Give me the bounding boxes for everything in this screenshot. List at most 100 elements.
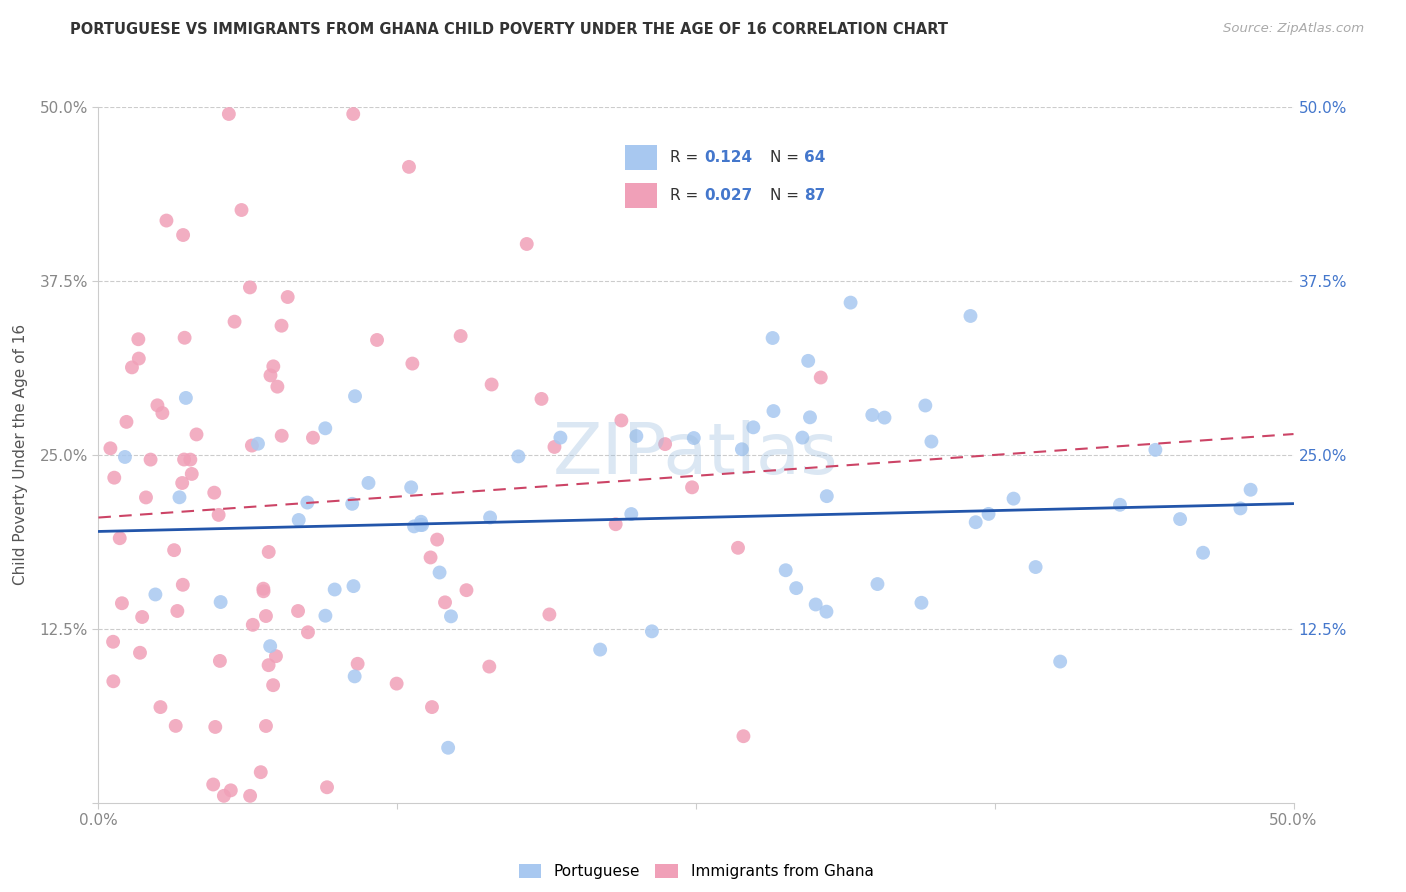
Point (297, 625, 319, 640)
Y-axis label: Child Poverty Under the Age of 16: Child Poverty Under the Age of 16 (14, 325, 28, 585)
Point (246, 436, 269, 450)
Point (103, 471, 125, 485)
Point (257, 545, 280, 559)
Point (270, 429, 292, 443)
Point (239, 789, 262, 803)
Point (775, 563, 797, 577)
Point (797, 354, 820, 368)
Point (914, 399, 936, 413)
Point (174, 391, 197, 405)
Point (342, 579, 364, 593)
Point (239, 280, 262, 294)
Point (219, 783, 242, 797)
Point (254, 609, 277, 624)
Legend: Portuguese, Immigrants from Ghana: Portuguese, Immigrants from Ghana (512, 858, 880, 886)
Point (409, 517, 432, 532)
Point (297, 495, 319, 509)
Point (910, 596, 932, 610)
Point (242, 617, 264, 632)
Point (538, 607, 561, 622)
Point (340, 497, 363, 511)
Point (411, 518, 433, 533)
Point (873, 410, 896, 425)
Point (150, 406, 173, 420)
Point (420, 700, 443, 714)
Point (323, 582, 346, 597)
Point (543, 440, 565, 454)
Point (146, 398, 169, 412)
Point (762, 404, 785, 418)
Point (218, 107, 240, 121)
Point (165, 719, 187, 733)
Point (287, 513, 309, 527)
Point (252, 582, 274, 596)
Point (727, 541, 749, 555)
Point (209, 595, 232, 609)
Text: 64: 64 (804, 150, 825, 165)
Point (173, 452, 195, 467)
Point (426, 533, 449, 547)
Point (262, 359, 284, 374)
Point (810, 370, 832, 384)
Point (254, 719, 277, 733)
Point (108, 531, 131, 545)
Text: 87: 87 (804, 188, 825, 203)
Point (731, 442, 754, 457)
Point (100, 442, 122, 456)
Point (240, 439, 263, 453)
Point (610, 413, 633, 427)
Point (249, 765, 271, 780)
Point (314, 421, 336, 435)
Point (434, 595, 457, 609)
Point (302, 431, 325, 445)
Point (920, 434, 942, 449)
Point (456, 583, 478, 598)
Point (259, 368, 281, 383)
Point (262, 678, 284, 692)
Point (1109, 498, 1132, 512)
Point (589, 642, 612, 657)
Point (1229, 501, 1251, 516)
Point (257, 658, 280, 673)
Point (266, 379, 288, 393)
Point (155, 213, 177, 227)
Point (346, 657, 368, 671)
Point (399, 480, 422, 494)
Point (1049, 655, 1071, 669)
Point (409, 515, 432, 529)
Point (103, 674, 125, 689)
Point (508, 450, 530, 464)
Point (166, 604, 188, 618)
Point (172, 227, 194, 242)
Point (287, 604, 309, 618)
Point (429, 566, 451, 580)
Point (179, 452, 201, 467)
Text: R =: R = (671, 150, 703, 165)
Text: N =: N = (770, 188, 804, 203)
Text: N =: N = (770, 150, 804, 165)
Point (401, 357, 423, 371)
Point (212, 789, 235, 803)
Point (163, 543, 186, 558)
Point (115, 415, 138, 429)
Point (135, 491, 157, 505)
Point (437, 740, 460, 755)
Point (231, 202, 253, 217)
Point (186, 427, 208, 442)
Bar (626, 145, 657, 170)
Point (127, 332, 149, 346)
Point (101, 634, 124, 648)
Point (804, 598, 827, 612)
Point (342, 107, 364, 121)
Point (131, 610, 153, 624)
Point (550, 431, 572, 445)
Point (742, 420, 765, 434)
Bar (626, 183, 657, 209)
Point (654, 437, 676, 451)
Point (1168, 512, 1191, 526)
Point (959, 309, 981, 323)
Point (977, 507, 1000, 521)
Point (366, 333, 388, 347)
Point (264, 649, 287, 664)
Point (344, 389, 367, 403)
